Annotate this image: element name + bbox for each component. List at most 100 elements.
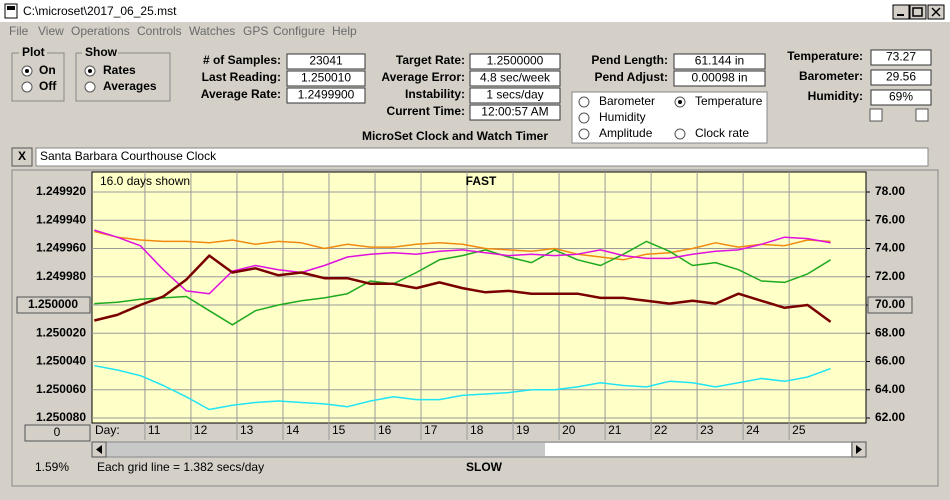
y-tick-label: 1.250080 <box>36 410 86 424</box>
field-value: 23041 <box>309 54 343 68</box>
menu-item[interactable]: Help <box>332 24 357 38</box>
radio-dot <box>88 69 92 73</box>
scroll-right-arrow <box>856 445 862 454</box>
radio-label[interactable]: Rates <box>103 63 136 77</box>
field-value: 1.2499900 <box>298 88 355 102</box>
x-tick-label: 23 <box>700 423 714 437</box>
window-title: C:\microset\2017_06_25.mst <box>23 4 177 18</box>
radio-button[interactable] <box>84 81 96 93</box>
y2-tick-label: 72.00 <box>875 269 905 283</box>
y2-tick-label: 64.00 <box>875 382 905 396</box>
x-tick-label: 24 <box>746 423 760 437</box>
menu-item[interactable]: Configure <box>273 24 325 38</box>
field-label: Last Reading: <box>202 70 281 84</box>
maximize-glyph <box>912 7 923 17</box>
field-label: # of Samples: <box>203 53 281 67</box>
radio-label[interactable]: Averages <box>103 79 157 93</box>
show-groupbox <box>75 52 171 102</box>
field-label: Average Error: <box>381 70 465 84</box>
legend-label[interactable]: Amplitude <box>599 126 653 140</box>
x-tick-label: 17 <box>424 423 438 437</box>
menu-item[interactable]: Operations <box>71 24 130 38</box>
x-tick-label: 25 <box>792 423 806 437</box>
field-value: 1.250010 <box>301 71 351 85</box>
plot-group-title: Plot <box>22 45 45 59</box>
menu-item[interactable]: File <box>9 24 29 38</box>
radio-button[interactable] <box>578 112 590 124</box>
series-line <box>94 230 831 261</box>
field-label: Pend Length: <box>591 53 668 67</box>
radio-button[interactable] <box>578 128 590 140</box>
y2-tick-label: 66.00 <box>875 354 905 368</box>
field-box <box>673 70 766 87</box>
offset-button[interactable] <box>24 424 91 442</box>
menu-item[interactable]: Watches <box>189 24 235 38</box>
y-tick-label: 1.250040 <box>36 354 86 368</box>
field-label: Target Rate: <box>396 53 465 67</box>
chart: 1.249920 1.249940 1.249960 1.249980 1.250000… <box>16 172 913 474</box>
show-title-bg <box>82 46 118 60</box>
field-value: 29.56 <box>886 70 916 84</box>
center-button[interactable] <box>16 296 91 314</box>
legend-label[interactable]: Humidity <box>599 110 646 124</box>
center-button[interactable] <box>867 296 913 314</box>
y-tick-label: 1.250020 <box>36 325 86 339</box>
radio-label[interactable]: On <box>39 63 56 77</box>
checkbox[interactable] <box>915 108 929 122</box>
menu-item[interactable]: Controls <box>137 24 182 38</box>
x-tick-label: 16 <box>378 423 392 437</box>
y-tick-label: 1.249980 <box>36 269 86 283</box>
app-icon-detail <box>7 6 15 10</box>
radio-button[interactable] <box>674 128 686 140</box>
field-label: Humidity: <box>808 89 863 103</box>
y-tick-label: 1.249940 <box>36 212 86 226</box>
y-tick-label[interactable]: 1.250000 <box>28 297 78 311</box>
x-axis-label: Day: <box>95 423 120 437</box>
radio-button[interactable] <box>21 81 33 93</box>
x-tick-label: 20 <box>562 423 576 437</box>
menu-item[interactable]: View <box>38 24 64 38</box>
clock-name-field[interactable] <box>35 147 929 167</box>
scroll-left-arrow <box>96 445 102 454</box>
minimize-button[interactable] <box>892 4 910 20</box>
field-value: 1.2500000 <box>487 54 544 68</box>
field-box <box>469 70 561 87</box>
offset-button-label[interactable]: 0 <box>54 425 61 439</box>
slow-label: SLOW <box>466 460 503 474</box>
y-tick-label: 1.250060 <box>36 382 86 396</box>
field-box <box>469 53 561 70</box>
x-tick-label: 15 <box>332 423 346 437</box>
x-tick-label: 21 <box>608 423 622 437</box>
clear-button[interactable] <box>11 147 33 167</box>
window-controls[interactable] <box>892 4 945 20</box>
legend-label[interactable]: Clock rate <box>695 126 749 140</box>
legend-label[interactable]: Barometer <box>599 94 655 108</box>
field-box <box>286 87 366 104</box>
legend-label[interactable]: Temperature <box>695 94 763 108</box>
field-value: 0.00098 in <box>691 71 747 85</box>
y2-tick-label: 62.00 <box>875 410 905 424</box>
fast-label: FAST <box>466 174 497 188</box>
clear-button-label[interactable]: X <box>18 149 26 163</box>
grid-footnote: Each grid line = 1.382 secs/day <box>97 460 264 474</box>
checkbox[interactable] <box>869 108 883 122</box>
y2-tick-label: 78.00 <box>875 184 905 198</box>
field-value: 1 secs/day <box>486 88 543 102</box>
days-shown: 16.0 days shown <box>100 174 190 188</box>
x-tick-label: 11 <box>148 423 161 437</box>
field-box <box>469 87 561 104</box>
y-tick-label: 1.249920 <box>36 184 86 198</box>
x-tick-label: 12 <box>194 423 208 437</box>
x-tick-label: 13 <box>240 423 254 437</box>
radio-button[interactable] <box>578 96 590 108</box>
menu-item[interactable]: GPS <box>243 24 268 38</box>
field-box <box>870 89 932 106</box>
field-box <box>870 69 932 86</box>
field-value: 61.144 in <box>695 54 744 68</box>
field-value: 73.27 <box>886 50 916 64</box>
radio-label[interactable]: Off <box>39 79 57 93</box>
series-line <box>94 254 832 323</box>
menu-bar: File View Operations Controls Watches GPS Conf… <box>9 24 357 38</box>
y2-tick-label[interactable]: 70.00 <box>875 297 905 311</box>
